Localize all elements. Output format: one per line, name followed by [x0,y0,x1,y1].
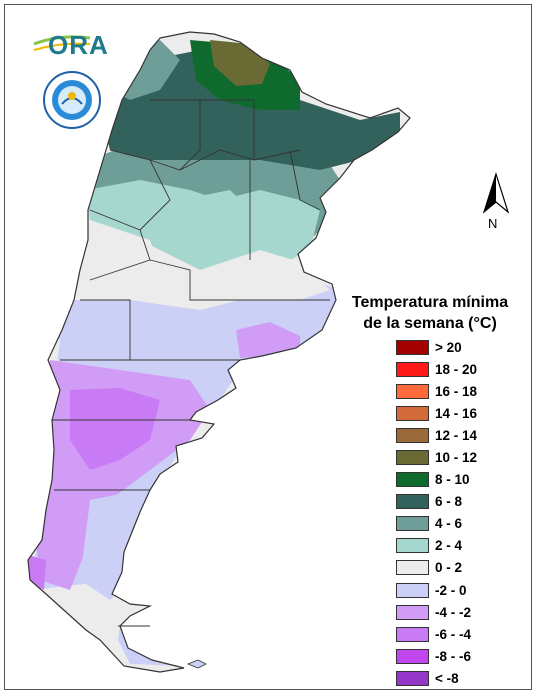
legend-label: -6 - -4 [435,626,472,642]
legend-item: 10 - 12 [396,446,477,468]
zone-minus6-minus4 [70,388,160,470]
legend-swatch [396,405,429,421]
legend-label: 14 - 16 [435,405,478,421]
legend-swatch [396,516,429,532]
legend-label: 2 - 4 [435,538,463,554]
legend-swatch [396,361,429,377]
legend-item: 16 - 18 [396,380,477,402]
legend-item: > 20 [396,336,477,358]
zone-minus2-0-south [80,490,150,600]
legend-item: 14 - 16 [396,402,477,424]
legend-item: 6 - 8 [396,491,477,513]
zone-minus4-minus2-east [236,322,300,358]
legend-title-line1: Temperatura mínima [351,294,509,311]
legend-label: 6 - 8 [435,494,463,510]
legend-label: 4 - 6 [435,516,463,532]
legend-swatch [396,604,429,620]
legend-label: 12 - 14 [435,427,478,443]
legend-label: 0 - 2 [435,560,463,576]
legend-swatch [396,538,429,554]
legend-swatch [396,670,429,686]
legend-item: -2 - 0 [396,579,477,601]
legend-item: -8 - -6 [396,645,477,667]
legend-item: 12 - 14 [396,424,477,446]
zone-6-8 [100,50,400,170]
legend-title-line2: de la semana (°C) [363,315,497,332]
legend-label: < -8 [435,670,459,686]
legend-label: 10 - 12 [435,450,478,466]
legend-swatch [396,427,429,443]
legend-item: 4 - 6 [396,513,477,535]
legend-swatch [396,560,429,576]
legend-title: Temperatura mínima de la semana (°C) [340,292,520,334]
ora-logo-text: ORA [48,30,109,60]
legend: > 20 18 - 20 16 - 18 14 - 16 12 - 14 10 - 12 8… [396,336,477,690]
province-borders [27,31,411,673]
legend-swatch [396,383,429,399]
legend-swatch [396,472,429,488]
legend-item: -6 - -4 [396,623,477,645]
legend-label: -2 - 0 [435,582,467,598]
north-arrow-icon [482,172,510,214]
island [186,659,207,669]
legend-item: 18 - 20 [396,358,477,380]
legend-swatch [396,450,429,466]
zone-tip-sw [28,555,46,590]
legend-swatch [396,648,429,664]
legend-label: 18 - 20 [435,361,478,377]
ora-logo [33,35,91,51]
legend-swatch [396,494,429,510]
legend-label: > 20 [435,339,462,355]
legend-item: 2 - 4 [396,535,477,557]
legend-swatch [396,626,429,642]
north-label: N [488,216,498,231]
legend-swatch [396,339,429,355]
smn-seal-icon [43,71,101,129]
legend-label: -4 - -2 [435,604,472,620]
legend-label: 16 - 18 [435,383,478,399]
legend-item: -4 - -2 [396,601,477,623]
legend-label: 8 - 10 [435,472,470,488]
legend-item: < -8 [396,667,477,689]
zone-2-4-inner [180,190,250,250]
legend-swatch [396,582,429,598]
zone-0-2 [80,240,330,310]
legend-item: 8 - 10 [396,469,477,491]
legend-label: -8 - -6 [435,648,472,664]
legend-item: 0 - 2 [396,557,477,579]
